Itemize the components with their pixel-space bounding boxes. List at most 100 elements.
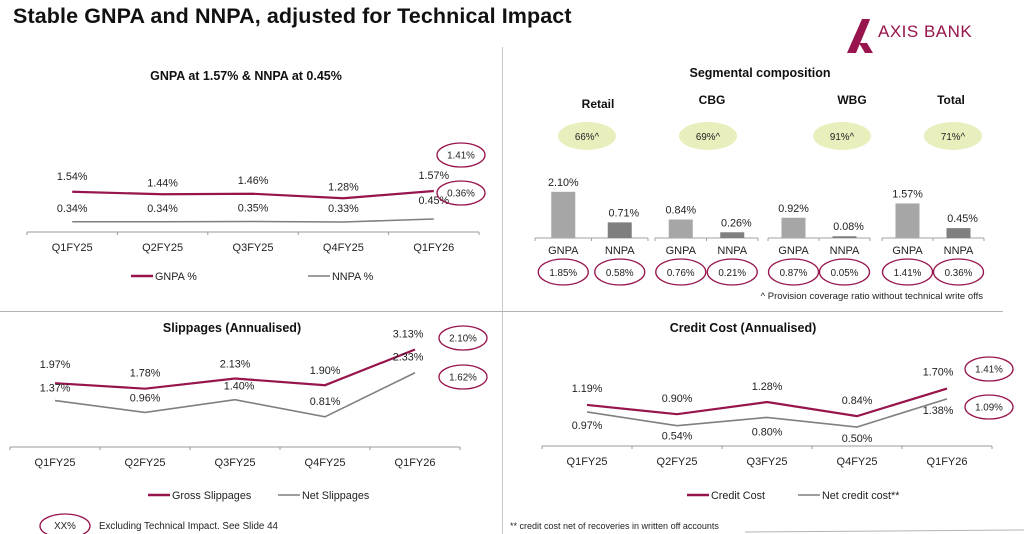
data-label: 0.34%	[57, 203, 88, 215]
bar-value-label: 0.71%	[608, 207, 639, 219]
data-label: 1.70%	[923, 367, 954, 379]
segmental-chart: Segmental composition Retail 66%^ 2.10% GNPA…	[534, 66, 985, 302]
data-label: 1.57%	[418, 170, 449, 182]
excl-technical-ring	[818, 258, 871, 286]
series-line-secondary	[72, 218, 434, 223]
excl-technical-value: 0.58%	[606, 268, 634, 279]
excl-technical-ring	[964, 394, 1014, 420]
bar-gnpa	[551, 191, 576, 238]
data-label: 1.78%	[130, 368, 161, 380]
bar-nnpa	[832, 236, 857, 238]
excl-technical-value: 1.85%	[549, 268, 577, 279]
legend-label: Gross Slippages	[172, 490, 252, 502]
pcr-badge	[679, 122, 737, 150]
credit-cost-footnote: ** credit cost net of recoveries in writ…	[510, 521, 719, 531]
excl-technical-ring	[706, 258, 758, 286]
data-label: 2.13%	[220, 359, 251, 371]
excl-technical-value: 1.41%	[975, 365, 1003, 376]
data-label: 1.28%	[328, 181, 359, 193]
legend-label: Credit Cost	[711, 490, 765, 502]
bar-nnpa	[607, 222, 632, 238]
data-label: 3.13%	[393, 329, 424, 341]
x-tick-label: Q1FY25	[35, 457, 76, 469]
excl-technical-ring	[436, 142, 486, 168]
x-tick-label: Q1FY25	[52, 242, 93, 254]
excl-technical-value: 0.36%	[447, 189, 475, 200]
legend-label: GNPA %	[155, 271, 197, 283]
key-ring	[39, 513, 91, 534]
data-label: 1.40%	[224, 381, 255, 393]
pcr-value: 69%^	[696, 132, 721, 143]
horizontal-divider-right	[503, 311, 1003, 312]
excl-technical-value: 0.21%	[718, 268, 746, 279]
pcr-badge	[558, 122, 616, 150]
series-line-secondary	[586, 398, 948, 428]
chart-title: GNPA at 1.57% & NNPA at 0.45%	[150, 69, 342, 83]
excl-technical-ring	[881, 258, 934, 286]
x-tick-label: Q4FY25	[305, 457, 346, 469]
credit-cost-chart: Credit Cost (Annualised) Q1FY25 Q2FY25 Q3FY…	[541, 321, 1014, 502]
x-tick-label: GNPA	[548, 245, 579, 257]
x-tick-label: GNPA	[778, 245, 809, 257]
chart-title: Slippages (Annualised)	[163, 321, 301, 335]
x-tick-label: Q1FY26	[413, 242, 454, 254]
x-tick-label: GNPA	[666, 245, 697, 257]
x-tick-label: Q4FY25	[323, 242, 364, 254]
slippages-chart: Slippages (Annualised) Q1FY25 Q2FY25 Q3FY25…	[9, 321, 488, 502]
series-line-primary	[54, 348, 416, 390]
data-label: 1.90%	[310, 365, 341, 377]
bar-value-label: 0.92%	[778, 203, 809, 215]
x-tick-label: Q2FY25	[142, 242, 183, 254]
x-tick-label: Q2FY25	[657, 456, 698, 468]
axis-logo-icon	[847, 19, 873, 53]
data-label: 1.44%	[147, 177, 178, 189]
gnpa-nnpa-chart: GNPA at 1.57% & NNPA at 0.45% Q1FY25 Q2FY2…	[26, 69, 486, 283]
pcr-value: 91%^	[830, 132, 855, 143]
excl-technical-ring	[767, 258, 820, 286]
bar-value-label: 0.08%	[833, 221, 864, 233]
data-label: 0.97%	[572, 420, 603, 432]
x-tick-label: Q2FY25	[125, 457, 166, 469]
excl-technical-ring	[932, 258, 985, 286]
excl-technical-ring	[655, 258, 707, 286]
series-line-secondary	[54, 372, 416, 418]
excl-technical-value: 2.10%	[449, 334, 477, 345]
bar-value-label: 0.26%	[721, 217, 752, 229]
footer-line	[744, 529, 1024, 533]
data-label: 0.33%	[328, 203, 359, 215]
segment-cbg: CBG 69%^ 0.84% GNPA 0.76% 0.26% NNPA 0.21%	[654, 93, 759, 286]
bar-value-label: 2.10%	[548, 177, 579, 189]
x-tick-label: GNPA	[892, 245, 923, 257]
x-tick-label: Q1FY26	[395, 457, 436, 469]
excl-technical-value: 0.76%	[667, 268, 695, 279]
series-line-primary	[586, 387, 948, 418]
excl-technical-value: 0.05%	[831, 268, 859, 279]
x-tick-label: Q3FY25	[747, 456, 788, 468]
excl-technical-ring	[436, 180, 486, 206]
data-label: 1.37%	[40, 383, 71, 395]
chart-title: Credit Cost (Annualised)	[670, 321, 817, 335]
data-label: 1.54%	[57, 171, 88, 183]
excl-technical-value: 1.09%	[975, 403, 1003, 414]
excl-technical-value: 1.41%	[447, 151, 475, 162]
data-label: 0.81%	[310, 396, 341, 408]
bar-gnpa	[781, 217, 806, 238]
data-label: 0.54%	[662, 431, 693, 443]
excl-technical-ring	[964, 356, 1014, 382]
segment-name: CBG	[699, 93, 726, 107]
x-tick-label: Q3FY25	[215, 457, 256, 469]
pcr-value: 71%^	[941, 132, 966, 143]
pcr-value: 66%^	[575, 132, 600, 143]
data-label: 0.90%	[662, 393, 693, 405]
key-text: Excluding Technical Impact. See Slide 44	[99, 521, 279, 532]
pcr-badge	[813, 122, 871, 150]
x-tick-label: Q3FY25	[233, 242, 274, 254]
bar-nnpa	[720, 232, 745, 238]
bar-nnpa	[946, 228, 971, 238]
excl-technical-ring	[438, 364, 488, 390]
legend-label: Net Slippages	[302, 490, 370, 502]
horizontal-divider-left	[0, 311, 503, 312]
vertical-divider	[502, 47, 503, 534]
chart-title: Segmental composition	[690, 66, 831, 80]
